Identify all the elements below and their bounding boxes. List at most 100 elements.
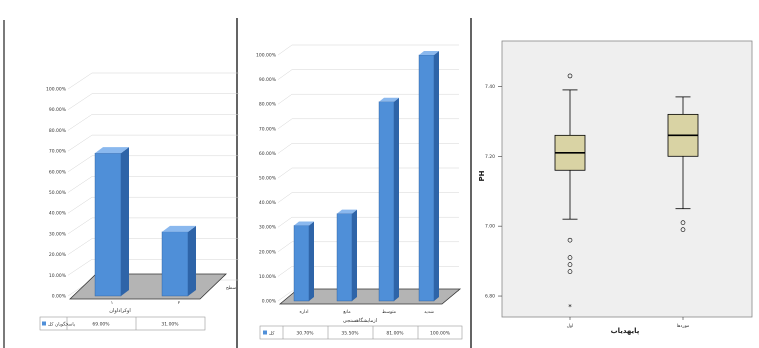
c2-bar-top [419,51,439,55]
chart-3-outlier [680,227,686,232]
chart-2-legend-label: کل [269,331,275,337]
c1-bar-side [121,147,129,296]
c2-gridline-side [277,290,293,302]
c2-y-tick-label: 60.00% [259,151,277,157]
chart-1-floor [69,273,227,300]
chart-1-legend-label: پاسخگویان کل [48,321,76,328]
c1-bar [161,231,189,297]
c1-category-label: ۲ [178,301,181,306]
chart-3-categories: اول موردها [567,317,690,329]
c1-y-tick-label: 90.00% [49,107,67,113]
c1-gridline-side [67,196,93,214]
c2-gridline-side [277,118,293,130]
c2-category-label: متوسط [382,310,397,315]
c1-y-tick-label: 100.00% [46,87,67,93]
c2-y-tick-label: 100.00% [256,53,277,59]
chart-2-y-ticks: 0.00% 10.00% 20.00% 30.00% 40.00% 50.00% 60.00… [256,53,277,305]
chart-2-data-table: کل 30.70% 35.50% 81.00% 100.00% [259,325,463,340]
chart-3-outlier [567,73,573,79]
chart-3: 6.80 7.00 7.20 7.40 * اول موردها PH پایهدیاب [478,40,753,335]
chart-1-table-value: 69.00% [92,322,110,328]
c2-bar-side [394,97,399,302]
chart-3-y-tick-label: 7.00 [485,224,495,230]
c2-y-tick-label: 90.00% [259,77,277,83]
chart-3-outlier [567,269,573,274]
c1-y-tick-label: 60.00% [49,169,67,175]
c2-bar-top [294,221,314,226]
c1-bar-top [95,147,129,154]
chart-3-y-ticks: 6.80 7.00 7.20 7.40 [485,84,502,300]
c1-y-tick-label: 0.00% [52,294,67,300]
chart-1-data-table: پاسخگویان کل 69.00% 31.00% [39,316,206,331]
c2-y-tick-label: 50.00% [259,176,277,182]
chart-2-bars [293,51,439,302]
chart-2-table-frame [259,325,463,340]
chart-1-side-label: سطح [226,286,237,291]
c2-bar [336,213,353,302]
c2-gridline-side [277,216,293,228]
c1-y-tick-label: 20.00% [49,252,67,258]
c1-y-tick-label: 50.00% [49,190,67,196]
chart-3-category-label: اول [567,324,574,329]
c1-gridline-side [67,238,93,255]
chart-1-bars [94,147,196,297]
chart-2-categories: اداره مانع متوسط شدید [299,310,434,315]
chart-1: 0.00% 10.00% 20.00% 30.00% 40.00% 50.00% 60.00… [39,72,239,331]
c2-gridline-side [277,167,293,179]
chart-1-legend-swatch [42,321,46,326]
chart-2-table-value: 30.70% [296,331,314,337]
chart-3-extreme-outlier: * [568,303,572,311]
chart-3-y-label: PH [478,170,486,181]
c1-gridline-side [67,93,93,110]
c2-y-tick-label: 10.00% [259,274,277,280]
chart-2: 0.00% 10.00% 20.00% 30.00% 40.00% 50.00% 60.00… [256,44,463,340]
c2-bar-side [434,51,439,301]
chart-2-floor [278,288,462,305]
chart-3-y-tick-label: 6.80 [485,294,495,300]
c2-bar [378,101,395,302]
chart-1-table-frame [39,316,206,331]
chart-3-x-label: پایهدیاب [611,327,640,335]
chart-3-outlier [567,255,573,260]
chart-2-table-value: 100.00% [430,331,451,337]
chart-3-outlier [680,220,686,225]
c2-category-label: اداره [299,310,308,315]
c1-gridline-side [67,72,93,90]
chart-3-category-label: موردها [677,324,690,329]
chart-1-gridlines [67,72,239,297]
c2-y-tick-label: 0.00% [262,299,277,305]
c1-category-label: ۱ [111,301,113,306]
c2-category-label: شدید [424,310,434,315]
c1-y-tick-label: 30.00% [49,231,67,237]
c2-bar [293,225,310,302]
c2-gridline-side [277,69,293,80]
chart-3-plot-area [501,40,753,318]
chart-1-table-value: 31.00% [161,322,179,328]
c2-y-tick-label: 20.00% [259,249,277,255]
c1-gridline-side [67,217,93,235]
chart-2-legend-swatch [263,330,267,335]
c2-bar-side [352,209,357,301]
chart-3-boxes: * [554,73,699,311]
c1-gridline-side [67,176,93,193]
chart-3-outlier [567,237,573,243]
c1-gridline-side [67,134,93,152]
c1-y-tick-label: 70.00% [49,149,67,155]
c2-gridline-side [277,143,293,154]
c2-bar [418,54,435,302]
c2-category-label: مانع [343,310,351,315]
chart-2-table-value: 81.00% [386,331,404,337]
chart-3-y-tick-label: 7.20 [485,154,495,160]
c2-gridline-side [277,44,293,56]
c1-bar-top [162,225,196,232]
c1-gridline-side [67,155,93,173]
c2-gridline-side [277,192,293,203]
c1-y-tick-label: 10.00% [49,273,67,279]
chart-2-table-value: 35.50% [341,331,359,337]
chart-2-x-label: ازمایشگاهسنجی [343,317,377,324]
c1-y-tick-label: 80.00% [49,128,67,134]
chart-3-y-tick-label: 7.40 [485,84,495,90]
c2-bar-top [379,97,399,102]
